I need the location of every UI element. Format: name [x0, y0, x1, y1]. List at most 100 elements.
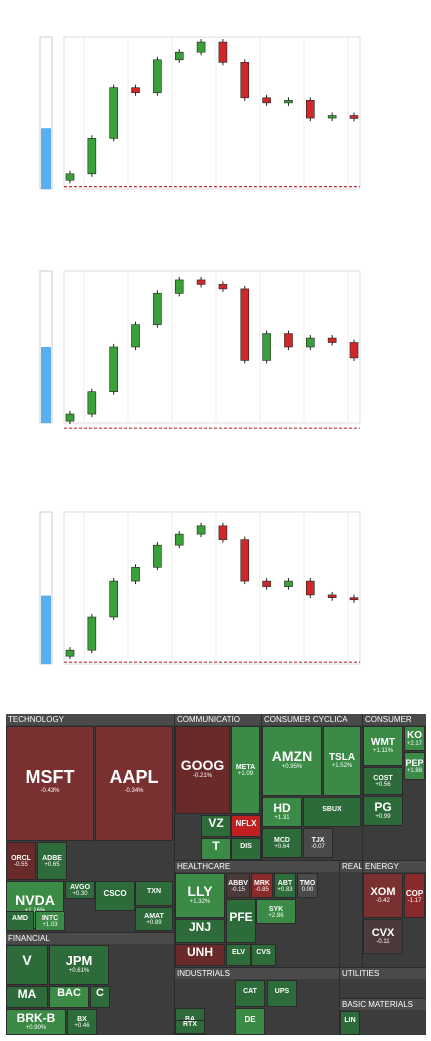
- stock-tile-pg[interactable]: PG +0.99: [363, 796, 403, 826]
- stock-tile-de[interactable]: DE: [235, 1008, 265, 1035]
- stock-tile-pep[interactable]: PEP +1.88: [404, 752, 425, 780]
- stock-tile-avgo[interactable]: AVGO +0.30: [65, 881, 95, 899]
- ticker: AMZN: [271, 748, 313, 764]
- stock-tile-tjx[interactable]: TJX -0.07: [303, 828, 333, 858]
- stock-tile-t[interactable]: T: [201, 838, 231, 860]
- ticker: HD: [273, 801, 291, 815]
- stock-tile-v[interactable]: V: [6, 945, 48, 985]
- nasdaq-chart-panel: [0, 233, 431, 453]
- percent-change: -1.17: [407, 897, 422, 904]
- stock-tile-abt[interactable]: ABT +0.83: [274, 873, 296, 898]
- stock-tile-cost[interactable]: COST +0.56: [363, 767, 403, 795]
- stock-tile-ups[interactable]: UPS: [267, 980, 297, 1007]
- stock-tile-goog[interactable]: GOOG -0.21%: [175, 726, 230, 814]
- stock-tile-orcl[interactable]: ORCL -0.55: [6, 842, 36, 880]
- stock-tile-sbux[interactable]: SBUX: [303, 797, 361, 827]
- ticker: JNJ: [188, 920, 211, 934]
- stock-tile-cop[interactable]: COP -1.17: [404, 873, 425, 918]
- sector-header: FINANCIAL: [6, 933, 174, 944]
- ticker: RTX: [183, 1021, 197, 1028]
- candle-body: [306, 100, 315, 119]
- ticker: TSLA: [328, 752, 356, 763]
- sector-energy[interactable]: ENERGY XOM -0.42 COP -1.17 CVX -0.11: [363, 861, 426, 967]
- stock-tile-unh[interactable]: UNH: [175, 944, 225, 966]
- percent-change: +0.64: [274, 844, 290, 850]
- ticker: PG: [374, 800, 392, 814]
- stock-tile-lin[interactable]: LIN: [340, 1011, 360, 1035]
- ticker: TXN: [147, 887, 161, 895]
- stock-tile-bac[interactable]: BAC: [49, 986, 89, 1008]
- stock-tile-msft[interactable]: MSFT -0.43%: [6, 726, 94, 841]
- ticker: TJX: [311, 837, 325, 844]
- stock-tile-jnj[interactable]: JNJ: [175, 919, 225, 943]
- stock-tile-vz[interactable]: VZ: [201, 815, 231, 837]
- stock-tile-tmo[interactable]: TMO 0.00: [297, 873, 318, 898]
- stock-tile-txn[interactable]: TXN: [135, 881, 173, 906]
- stock-tile-rtx[interactable]: RTX: [175, 1020, 205, 1034]
- stock-tile-adbe[interactable]: ADBE +0.65: [37, 842, 67, 880]
- percent-change: +0.83: [277, 886, 293, 893]
- stock-tile-nflx[interactable]: NFLX: [231, 815, 261, 837]
- stock-tile-c[interactable]: C: [90, 986, 110, 1008]
- stock-tile-mrk[interactable]: MRK -0.85: [251, 873, 273, 898]
- stock-tile-intc[interactable]: INTC +1.03: [35, 911, 65, 931]
- percent-change: +2.17: [406, 740, 423, 747]
- stock-tile-lly[interactable]: LLY +1.32%: [175, 873, 225, 918]
- stock-tile-csco[interactable]: CSCO: [95, 881, 135, 911]
- sector-consumer[interactable]: CONSUMER WMT +1.11% KO +2.17 PEP +1.88 COST +0.5…: [363, 714, 426, 860]
- stock-tile-amzn[interactable]: AMZN +0.95%: [262, 726, 322, 796]
- stock-tile-elv[interactable]: ELV: [226, 944, 251, 966]
- stock-tile-ma[interactable]: MA: [6, 986, 48, 1008]
- ticker: AAPL: [109, 766, 159, 787]
- sector-real[interactable]: REAL: [340, 861, 362, 967]
- candle-body: [87, 138, 97, 175]
- stock-tile-cvx[interactable]: CVX -0.11: [363, 919, 403, 954]
- stock-tile-meta[interactable]: META +1.09: [231, 726, 260, 814]
- percent-change: -0.21%: [192, 773, 212, 779]
- ticker: C: [96, 987, 104, 999]
- sector-communicatio[interactable]: COMMUNICATIO GOOG -0.21% META +1.09 VZ NFLX T DI…: [175, 714, 261, 860]
- sector-consumer-cyclica[interactable]: CONSUMER CYCLICA AMZN +0.95% TSLA +1.52% HD +1…: [262, 714, 362, 860]
- ticker: VZ: [208, 816, 224, 830]
- stock-tile-dis[interactable]: DIS: [231, 838, 261, 860]
- sector-header: UTILITIES: [340, 968, 426, 979]
- candle-body: [174, 51, 184, 61]
- sector-utilities[interactable]: UTILITIES: [340, 968, 426, 998]
- percent-change: -0.43%: [40, 787, 60, 794]
- sector-financial[interactable]: FINANCIAL V JPM +0.61% MA BAC C BRK-B +0.90% BX +0…: [6, 933, 174, 1035]
- sector-industrials[interactable]: INDUSTRIALS UPS CAT BA DE RTX: [175, 968, 339, 1035]
- stock-tile-amd[interactable]: AMD: [6, 911, 34, 931]
- ticker: ABT: [277, 879, 293, 887]
- stock-tile-aapl[interactable]: AAPL -0.34%: [95, 726, 173, 841]
- stock-tile-mcd[interactable]: MCD +0.64: [262, 828, 302, 858]
- stock-tile-syk[interactable]: SYK +2.86: [256, 899, 296, 924]
- sector-basic-materials[interactable]: BASIC MATERIALS LIN: [340, 999, 426, 1035]
- candle-body: [87, 616, 97, 651]
- ticker: DE: [244, 1014, 256, 1024]
- sector-header: TECHNOLOGY: [6, 714, 174, 725]
- stock-tile-bx[interactable]: BX +0.46: [67, 1009, 97, 1035]
- sector-header: CONSUMER CYCLICA: [262, 714, 362, 725]
- stock-tile-ko[interactable]: KO +2.17: [404, 726, 425, 751]
- stock-tile-cat[interactable]: CAT: [235, 980, 265, 1007]
- ticker: CSCO: [103, 889, 127, 898]
- candle-body: [218, 525, 228, 540]
- ticker: T: [212, 839, 220, 853]
- candle-body: [306, 580, 315, 596]
- stock-tile-brk-b[interactable]: BRK-B +0.90%: [6, 1009, 66, 1035]
- stock-tile-cvs[interactable]: CVS: [251, 944, 276, 966]
- stock-tile-abbv[interactable]: ABBV -0.15: [226, 873, 250, 898]
- stock-tile-pfe[interactable]: PFE: [226, 899, 256, 943]
- stock-tile-xom[interactable]: XOM -0.42: [363, 873, 403, 918]
- ticker: V: [22, 952, 32, 968]
- stock-tile-wmt[interactable]: WMT +1.11%: [363, 726, 403, 766]
- sector-header: HEALTHCARE: [175, 861, 339, 872]
- plot-frame: [63, 270, 361, 424]
- stock-tile-hd[interactable]: HD +1.31: [262, 797, 302, 827]
- stock-tile-tsla[interactable]: TSLA +1.52%: [323, 726, 361, 796]
- candle-body: [284, 333, 293, 348]
- sector-healthcare[interactable]: HEALTHCARE LLY +1.32% ABBV -0.15 MRK -0.85 ABT +…: [175, 861, 339, 967]
- sector-technology[interactable]: TECHNOLOGY MSFT -0.43% AAPL -0.34% ORCL -0.55 A…: [6, 714, 174, 932]
- stock-tile-amat[interactable]: AMAT +0.89: [135, 907, 173, 931]
- stock-tile-jpm[interactable]: JPM +0.61%: [49, 945, 109, 985]
